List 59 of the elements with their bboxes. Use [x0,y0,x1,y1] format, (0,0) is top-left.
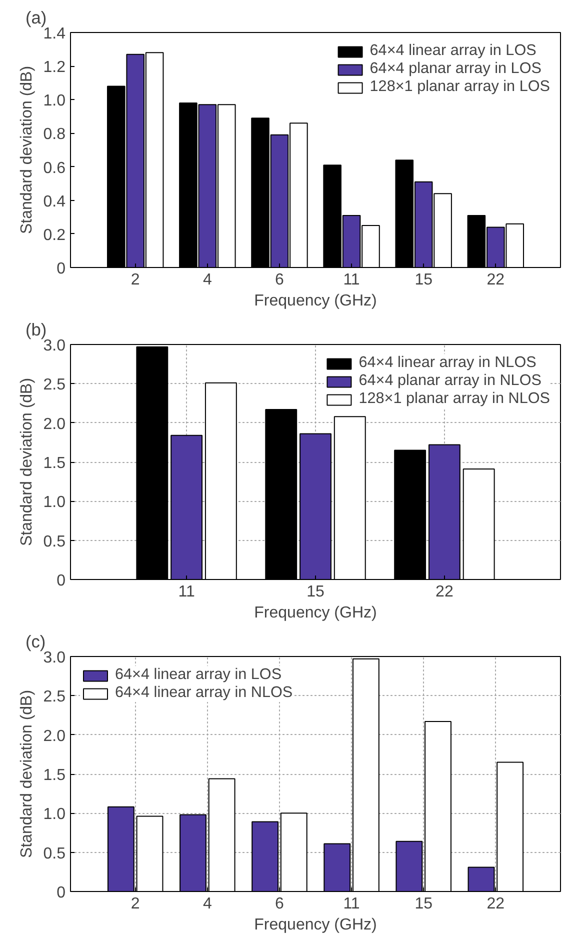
y-tick-label: 2.5 [43,688,66,706]
legend-label: 128×1 planar array in LOS [370,78,550,96]
y-tick-label: 0.5 [43,845,66,862]
x-tick-label: 6 [275,896,284,912]
chart-title: (b) [26,320,47,340]
x-tick-label: 11 [178,584,195,600]
x-tick-label: 11 [343,896,360,912]
x-tick-label: 15 [414,272,433,288]
legend-label: 64×4 linear array in NLOS [358,354,536,372]
legend-label: 128×1 planar array in NLOS [358,390,550,408]
y-tick-label: 1.4 [43,26,66,42]
y-tick-label: 2.0 [43,416,66,433]
x-tick-label: 4 [202,896,212,912]
x-tick-label: 2 [130,272,140,288]
y-tick-label: 1.5 [43,767,66,784]
legend-label: 64×4 linear array in LOS [370,42,536,60]
y-tick-label: 3.0 [43,338,66,354]
bar [462,468,495,580]
y-tick-label: 1.2 [43,59,66,76]
y-tick-label: 0.6 [43,160,66,177]
y-tick-label: 0.5 [43,533,66,550]
bar [394,450,426,580]
y-tick-label: 0.2 [43,226,66,244]
y-axis-title: Standard deviation (dB) [18,690,36,858]
y-axis-title: Standard deviation (dB) [18,378,36,546]
y-tick-label: 1.0 [43,92,66,110]
chart-title: (a) [26,8,47,28]
x-tick-label: 2 [130,896,140,912]
y-tick-label: 2.0 [43,728,66,745]
y-tick-label: 0.8 [43,126,66,144]
legend-label: 64×4 planar array in LOS [370,60,542,78]
y-tick-label: 1.0 [43,494,66,512]
x-axis-title: Frequency (GHz) [254,292,377,310]
y-axis-title: Standard deviation (dB) [18,66,36,234]
x-tick-label: 22 [436,584,454,600]
bar [334,416,366,580]
y-tick-label: 0 [56,884,66,902]
y-tick-label: 1.5 [43,455,66,472]
y-tick-label: 1.0 [43,806,66,824]
x-tick-label: 6 [275,272,284,288]
y-tick-label: 2.5 [43,376,66,394]
y-tick-label: 0 [56,572,66,590]
legend-label: 64×4 linear array in LOS [115,666,282,684]
y-tick-label: 3.0 [43,650,66,666]
x-axis-title: Frequency (GHz) [254,916,377,934]
y-tick-label: 0.4 [43,193,66,210]
x-tick-label: 22 [486,896,505,912]
x-tick-label: 4 [202,272,212,288]
chart-title: (c) [26,632,46,652]
x-tick-label: 11 [343,272,360,288]
bar [265,409,298,580]
legend-label: 64×4 linear array in NLOS [115,684,293,702]
x-tick-label: 15 [306,584,324,600]
x-tick-label: 15 [414,896,433,912]
bar [204,382,237,580]
legend-label: 64×4 planar array in NLOS [358,372,542,390]
y-tick-label: 0 [56,260,66,278]
x-axis-title: Frequency (GHz) [254,604,377,622]
x-tick-label: 22 [486,272,505,288]
